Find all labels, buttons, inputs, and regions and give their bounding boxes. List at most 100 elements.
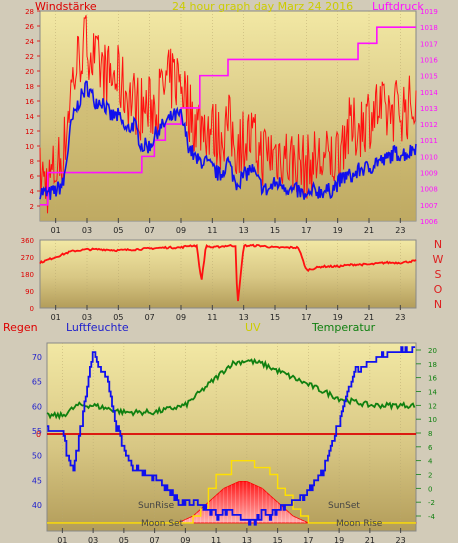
moonrise-label: Moon Rise — [336, 519, 383, 529]
pressure-tick-label: 1013 — [420, 105, 438, 113]
temperature-label: Temperatur — [311, 321, 376, 334]
direction-hour-ticks: 01 03 05 07 09 11 13 15 17 19 21 23 — [51, 305, 405, 322]
pressure-tick-label: 1014 — [420, 89, 438, 97]
humidity-tick-label: 40 — [32, 501, 42, 510]
humidity-tick-label: 65 — [32, 378, 42, 387]
wind-tick-label: 20 — [25, 68, 34, 76]
wind-tick-label: 18 — [25, 83, 34, 91]
humidity-tick-label: 45 — [32, 476, 42, 485]
pressure-tick-label: 1011 — [420, 137, 438, 145]
climate-hour-tick-label: 09 — [180, 536, 190, 543]
climate-hour-tick-label: 23 — [396, 536, 406, 543]
temperature-tick-label: 2 — [428, 472, 432, 480]
climate-hour-tick-label: 13 — [242, 536, 252, 543]
pressure-tick-label: 1012 — [420, 121, 438, 129]
wind-tick-label: 6 — [30, 173, 35, 181]
temperature-tick-label: -4 — [428, 513, 436, 521]
wind-hour-tick-label: 21 — [364, 226, 374, 235]
compass-label: N — [434, 298, 442, 311]
wind-hour-tick-label: 05 — [113, 226, 123, 235]
humidity-axis-ticks: 70 65 60 55 50 45 40 — [32, 353, 42, 510]
rain-zero-tick: 0 — [36, 430, 41, 439]
direction-hour-tick-label: 15 — [270, 313, 280, 322]
compass-label: N — [434, 238, 442, 251]
wind-tick-label: 14 — [25, 113, 34, 121]
humidity-tick-label: 50 — [32, 452, 42, 461]
direction-hour-tick-label: 09 — [176, 313, 186, 322]
direction-tick-label: 90 — [25, 288, 34, 296]
wind-hour-tick-label: 19 — [333, 226, 343, 235]
pressure-tick-label: 1019 — [420, 8, 438, 16]
temperature-tick-label: 16 — [428, 375, 437, 383]
wind-tick-label: 28 — [25, 8, 34, 16]
direction-hour-tick-label: 07 — [145, 313, 155, 322]
direction-tick-label: 360 — [21, 237, 34, 245]
climate-hour-ticks: 01 03 05 07 09 11 13 15 17 19 21 23 — [57, 528, 406, 543]
wind-avg-fill — [40, 81, 416, 222]
pressure-axis-ticks: 1006 1007 1008 1009 1010 1011 1012 1013 1014 1015… — [420, 8, 438, 226]
sunset-label: SunSet — [328, 501, 360, 511]
direction-hour-tick-label: 21 — [364, 313, 374, 322]
direction-grid — [55, 240, 401, 308]
direction-hour-tick-label: 01 — [51, 313, 61, 322]
pressure-tick-label: 1006 — [420, 218, 438, 226]
temperature-tick-label: 8 — [428, 430, 432, 438]
temperature-line — [46, 357, 416, 421]
wind-gust-line — [39, 15, 417, 214]
direction-hour-tick-label: 03 — [82, 313, 92, 322]
direction-tick-label: 0 — [30, 305, 34, 313]
direction-hour-tick-label: 13 — [239, 313, 249, 322]
direction-hour-tick-label: 19 — [333, 313, 343, 322]
wind-tick-label: 2 — [30, 203, 34, 211]
wind-tick-label: 24 — [25, 38, 34, 46]
temperature-tick-label: 18 — [428, 361, 437, 369]
wind-tick-label: 16 — [25, 98, 34, 106]
climate-hour-tick-label: 21 — [365, 536, 375, 543]
direction-tick-label: 180 — [21, 271, 34, 279]
wind-avg-area — [40, 81, 416, 222]
temperature-tick-label: -2 — [428, 499, 435, 507]
climate-hour-tick-label: 19 — [334, 536, 344, 543]
pressure-tick-label: 1010 — [420, 153, 438, 161]
moonset-label: Moon Set — [141, 519, 184, 529]
direction-axis-ticks: 360 270 180 90 0 — [21, 237, 34, 313]
climate-hour-tick-label: 03 — [88, 536, 98, 543]
humidity-tick-label: 60 — [32, 402, 42, 411]
wind-hour-tick-label: 15 — [270, 226, 280, 235]
uv-line — [47, 459, 416, 524]
climate-hour-tick-label: 07 — [150, 536, 160, 543]
wind-hour-tick-label: 07 — [145, 226, 155, 235]
direction-hour-tick-label: 17 — [301, 313, 311, 322]
wind-tick-label: 12 — [25, 128, 34, 136]
humidity-line — [47, 346, 416, 526]
climate-hour-tick-label: 17 — [303, 536, 313, 543]
direction-tick-label: 270 — [21, 254, 34, 262]
humidity-tick-label: 55 — [32, 427, 42, 436]
climate-hour-tick-label: 05 — [119, 536, 129, 543]
climate-hour-tick-label: 11 — [211, 536, 221, 543]
wind-hour-tick-label: 23 — [395, 226, 405, 235]
wind-tick-label: 4 — [30, 188, 35, 196]
wind-hour-tick-label: 13 — [239, 226, 249, 235]
pressure-tick-label: 1009 — [420, 170, 438, 178]
direction-line — [39, 243, 417, 302]
pressure-tick-label: 1008 — [420, 186, 438, 194]
direction-hour-tick-label: 23 — [395, 313, 405, 322]
climate-hour-tick-label: 01 — [57, 536, 67, 543]
wind-pressure-lines — [39, 15, 417, 214]
wind-avg-line — [39, 80, 417, 200]
wind-tick-label: 10 — [25, 143, 34, 151]
climate-hour-tick-label: 15 — [273, 536, 283, 543]
rain-label: Regen — [3, 321, 38, 334]
climate-lines — [46, 346, 416, 526]
pressure-tick-label: 1007 — [420, 202, 438, 210]
wind-hour-ticks: 01 03 05 07 09 11 13 15 17 19 21 23 — [51, 218, 405, 235]
wind-hour-tick-label: 09 — [176, 226, 186, 235]
temperature-tick-label: 0 — [428, 485, 432, 493]
temperature-tick-label: 12 — [428, 402, 437, 410]
